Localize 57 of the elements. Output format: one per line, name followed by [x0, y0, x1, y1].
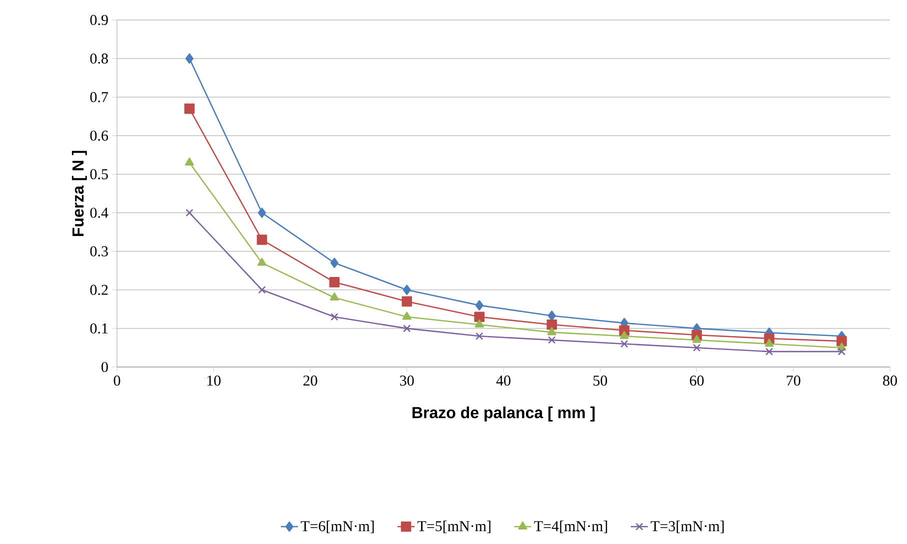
y-tick-label: 0.8 [90, 53, 108, 64]
point [330, 292, 339, 301]
point [620, 340, 628, 348]
y-tick-label: 0.9 [90, 14, 108, 26]
point [330, 313, 338, 321]
point [548, 310, 556, 321]
x-axis-title: Brazo de palanca [ mm ] [412, 406, 595, 422]
point [838, 348, 846, 356]
x-tick-label: 80 [883, 376, 897, 386]
point [402, 312, 412, 320]
y-axis-title: Fuerza [ N ] [72, 150, 87, 236]
point [186, 208, 194, 217]
x-tick-label: 0 [114, 376, 120, 386]
point [548, 336, 556, 344]
point [403, 324, 411, 332]
y-tick-label: 0.2 [90, 284, 108, 295]
x-tick-label: 20 [303, 376, 318, 386]
point [256, 234, 268, 245]
y-tick-label: 0.4 [90, 208, 108, 218]
x-tick-label: 50 [594, 376, 608, 386]
point [329, 277, 340, 288]
legend-label: T=6[mN·m] [300, 520, 374, 534]
point [474, 312, 484, 322]
point [476, 332, 484, 340]
point [330, 258, 338, 268]
legend-label: T=3[mN·m] [650, 520, 724, 534]
point [765, 348, 774, 356]
point [475, 300, 484, 310]
y-tick-label: 0.1 [90, 323, 108, 334]
y-tick-label: 0 [102, 362, 108, 372]
legend-label: T=4[mN·m] [534, 520, 608, 534]
point [836, 336, 847, 346]
y-tick-label: 0.5 [90, 169, 108, 180]
x-tick-label: 30 [400, 376, 414, 386]
point [474, 319, 484, 328]
point [257, 258, 266, 266]
point [402, 296, 412, 307]
point [764, 338, 774, 347]
point [620, 331, 629, 340]
point [258, 208, 266, 218]
x-tick-label: 70 [786, 376, 800, 386]
x-tick-label: 40 [496, 376, 510, 386]
point [185, 53, 194, 64]
x-tick-label: 10 [207, 376, 221, 386]
point [692, 344, 701, 352]
point [184, 158, 194, 166]
point [547, 327, 556, 336]
legend-label: T=5[mN·m] [417, 520, 490, 534]
y-tick-label: 0.6 [90, 130, 108, 141]
y-tick-label: 0.7 [90, 92, 108, 102]
point [184, 104, 195, 114]
point [258, 286, 266, 294]
point [402, 284, 411, 296]
y-tick-label: 0.3 [90, 246, 108, 256]
point [692, 334, 702, 343]
x-tick-label: 60 [690, 376, 704, 386]
point [546, 319, 557, 330]
